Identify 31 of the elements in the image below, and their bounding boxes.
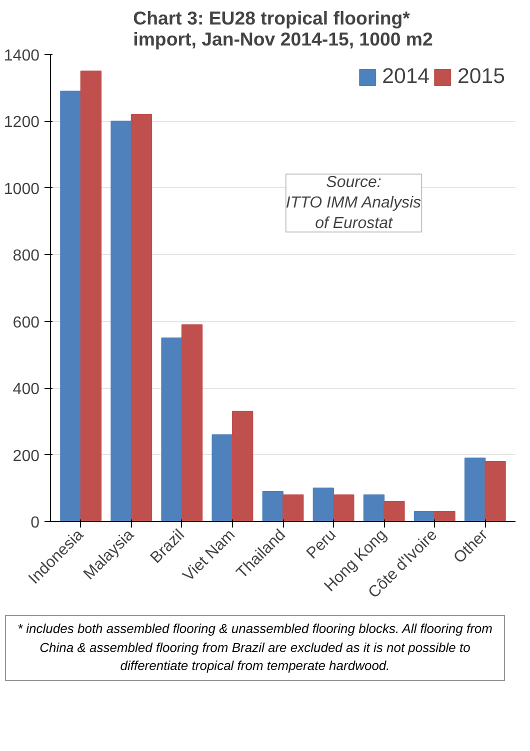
annotation: Source: ITTO IMM Analysis of Eurostat bbox=[286, 174, 422, 232]
bar bbox=[282, 494, 304, 522]
bar bbox=[363, 494, 385, 522]
y-tick-label: 1000 bbox=[4, 180, 40, 198]
bar bbox=[60, 90, 82, 522]
bar bbox=[80, 70, 102, 522]
bar bbox=[161, 338, 182, 522]
text: * includes both assembled flooring & unassembled flooring blocks. All flooring from China & assembled flooring from Brazil are excluded as it is not possible to differentiate tropical from temperate hardwood. bbox=[16, 620, 494, 676]
y-tick-label: 1400 bbox=[4, 48, 40, 64]
bar bbox=[312, 488, 334, 522]
bar bbox=[434, 510, 456, 522]
chart-title: Chart 3: EU28 tropical flooring* import, Jan-Nov 2014-15, 1000 m2 bbox=[133, 8, 433, 50]
y-tick-label: 1200 bbox=[4, 114, 40, 132]
y-tick-label: 800 bbox=[12, 248, 40, 265]
legend-label: 2014 bbox=[382, 64, 430, 89]
bar bbox=[212, 434, 233, 522]
bar bbox=[181, 324, 203, 522]
bar bbox=[262, 490, 284, 522]
bar bbox=[464, 458, 486, 522]
legend-label: 2015 bbox=[458, 64, 505, 89]
bar bbox=[110, 120, 132, 522]
bar bbox=[414, 510, 436, 522]
bar bbox=[484, 460, 506, 522]
y-tick-label: 200 bbox=[12, 448, 40, 465]
bar bbox=[333, 494, 354, 522]
bar bbox=[130, 114, 152, 522]
y-tick-label: 0 bbox=[30, 514, 40, 532]
y-tick-label: 600 bbox=[12, 314, 40, 332]
bar bbox=[384, 500, 405, 522]
bar bbox=[232, 410, 254, 522]
y-tick-label: 400 bbox=[12, 381, 40, 398]
